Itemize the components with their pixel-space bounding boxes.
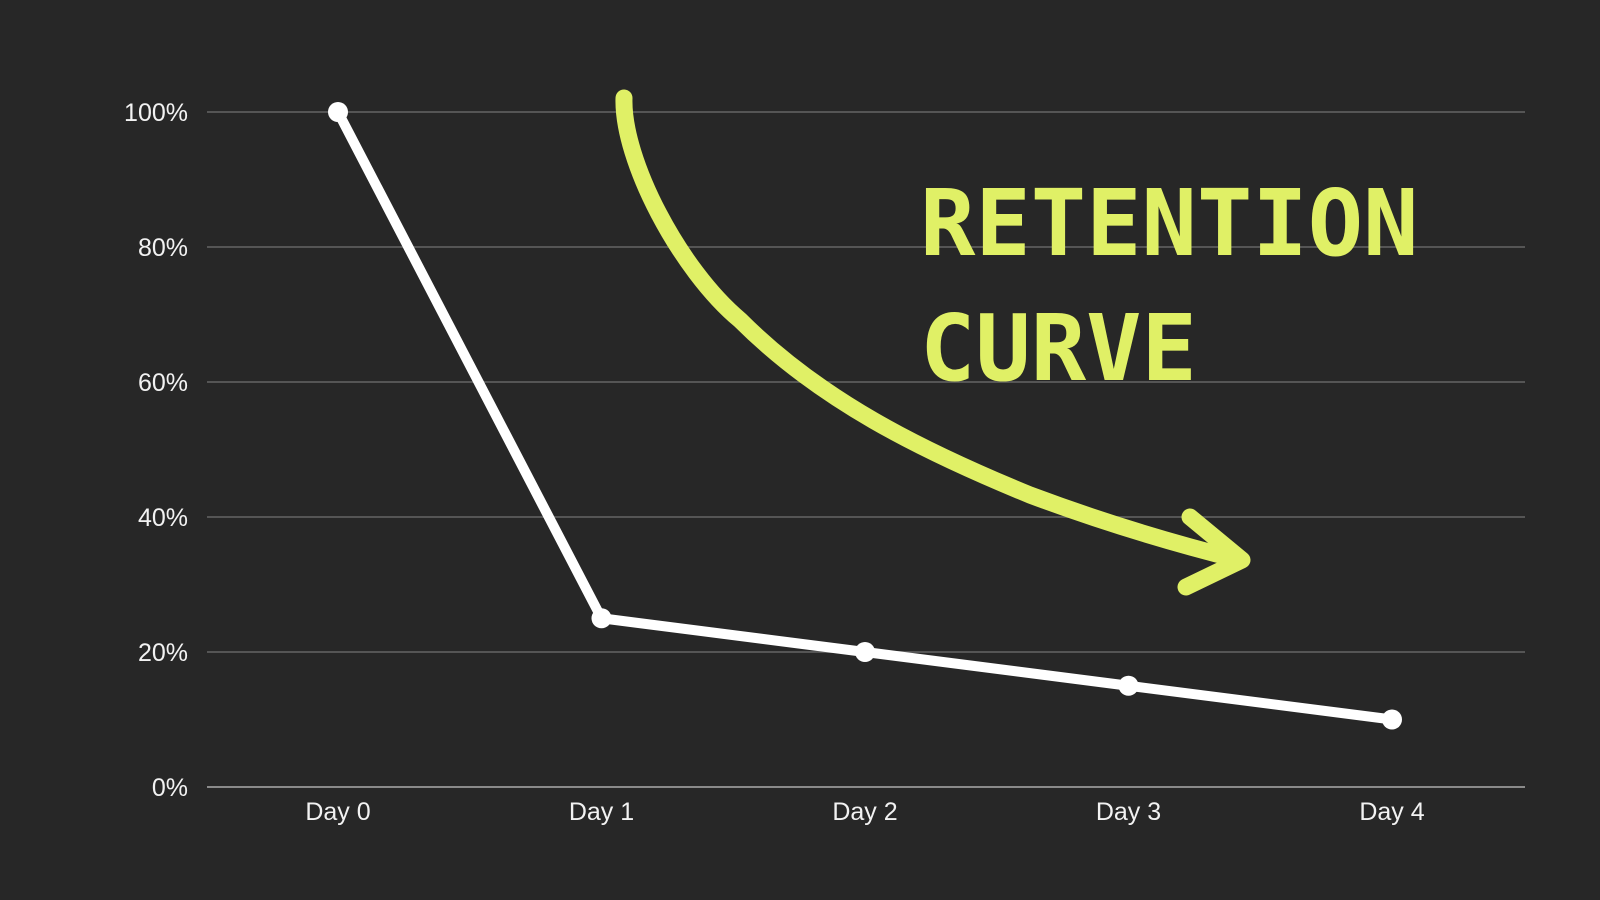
x-tick-label: Day 3 — [1096, 798, 1161, 826]
y-tick-label: 80% — [138, 234, 188, 262]
data-point — [1118, 675, 1139, 696]
y-tick-label: 0% — [152, 774, 188, 802]
chart-title-line-2: CURVE — [920, 295, 1197, 402]
chart-title-line-1: RETENTION — [920, 170, 1419, 277]
y-tick-label: 60% — [138, 369, 188, 397]
curved-arrow-icon — [615, 89, 1251, 596]
y-tick-label: 100% — [124, 99, 188, 127]
grid-lines — [207, 111, 1525, 653]
y-tick-label: 40% — [138, 504, 188, 532]
data-points — [328, 102, 1402, 730]
data-point — [855, 642, 875, 662]
x-tick-label: Day 4 — [1359, 798, 1424, 826]
x-tick-label: Day 0 — [305, 798, 370, 826]
x-tick-label: Day 2 — [832, 798, 897, 826]
x-tick-label: Day 1 — [569, 798, 634, 826]
x-tick-labels: Day 0 Day 1 Day 2 Day 3 Day 4 — [305, 798, 1424, 826]
data-point — [328, 102, 348, 122]
data-point — [591, 608, 612, 629]
y-tick-labels: 0% 20% 40% 60% 80% 100% — [124, 99, 188, 802]
data-point — [1382, 709, 1402, 730]
chart-title: RETENTION CURVE — [920, 170, 1419, 402]
y-tick-label: 20% — [138, 639, 188, 667]
